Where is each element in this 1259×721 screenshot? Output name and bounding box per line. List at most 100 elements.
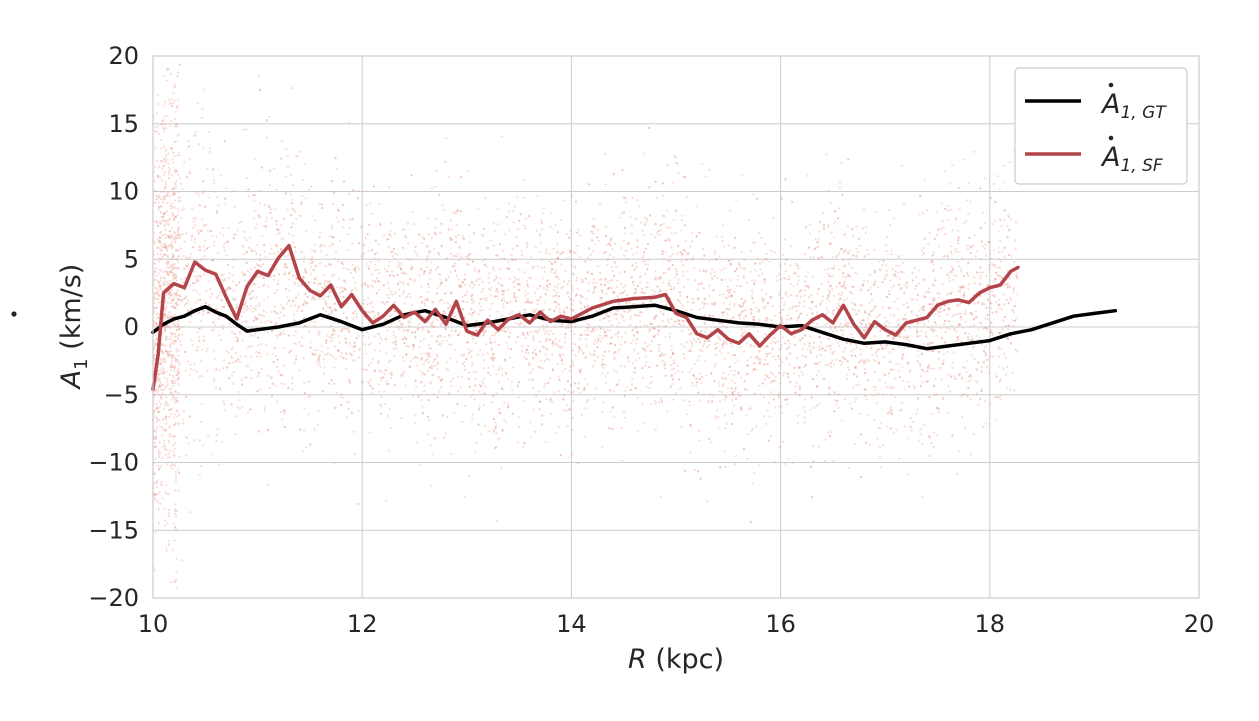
scatter-point [846, 377, 849, 380]
scatter-point [822, 212, 825, 215]
scatter-point [827, 225, 830, 228]
scatter-point [618, 271, 621, 274]
scatter-point [908, 326, 912, 329]
scatter-point [957, 338, 960, 341]
scatter-point [782, 253, 785, 256]
scatter-point [329, 335, 332, 339]
scatter-point [888, 223, 892, 226]
scatter-point [708, 339, 711, 343]
scatter-point [411, 348, 415, 351]
scatter-point [168, 353, 171, 356]
scatter-point [983, 247, 987, 250]
scatter-point [524, 227, 527, 230]
scatter-point [173, 140, 176, 144]
scatter-point [176, 134, 179, 137]
scatter-point [986, 313, 989, 316]
scatter-point [233, 332, 236, 335]
scatter-point [163, 115, 166, 118]
scatter-point [454, 254, 457, 257]
scatter-point [495, 253, 498, 257]
scatter-point [541, 324, 545, 327]
scatter-point [907, 335, 910, 338]
scatter-point [379, 350, 382, 353]
scatter-point [588, 326, 591, 329]
scatter-point [901, 355, 904, 358]
scatter-point [882, 259, 885, 262]
scatter-point [197, 232, 200, 235]
scatter-point [668, 266, 672, 270]
scatter-point [793, 336, 796, 339]
scatter-point [450, 343, 453, 346]
scatter-point [984, 317, 987, 320]
scatter-point [994, 271, 998, 274]
scatter-point [158, 386, 161, 389]
scatter-point [535, 229, 538, 232]
scatter-point [255, 296, 258, 299]
scatter-point [313, 320, 317, 323]
scatter-point [838, 325, 841, 328]
scatter-point [584, 378, 587, 381]
scatter-point [578, 369, 581, 372]
scatter-point [160, 215, 163, 218]
scatter-point [259, 388, 262, 391]
scatter-point [244, 279, 247, 282]
scatter-point [444, 292, 447, 295]
scatter-point [865, 345, 868, 348]
scatter-point [303, 381, 306, 385]
scatter-point [563, 309, 566, 312]
scatter-point [734, 270, 737, 273]
scatter-point [415, 364, 418, 367]
scatter-point [715, 258, 718, 261]
scatter-point [997, 257, 1000, 260]
scatter-point [551, 332, 555, 335]
scatter-point [586, 304, 590, 307]
scatter-point [616, 350, 619, 353]
scatter-point [684, 250, 687, 253]
scatter-point [309, 346, 312, 349]
scatter-point [160, 288, 163, 291]
scatter-point [526, 297, 530, 301]
scatter-point [171, 235, 174, 238]
scatter-point [681, 305, 684, 309]
scatter-point [170, 398, 173, 401]
scatter-point [501, 292, 505, 295]
scatter-point [876, 401, 879, 405]
scatter-point [847, 366, 850, 369]
scatter-point [225, 349, 228, 352]
scatter-point [206, 347, 209, 351]
scatter-point [246, 309, 249, 312]
scatter-point [251, 290, 254, 293]
scatter-point [257, 375, 260, 378]
scatter-point [680, 229, 683, 232]
scatter-point [176, 213, 179, 216]
scatter-point [921, 381, 924, 384]
scatter-point [423, 384, 426, 387]
scatter-point [180, 299, 183, 302]
scatter-point [634, 288, 637, 291]
scatter-point [999, 394, 1002, 397]
scatter-point [580, 368, 583, 371]
scatter-point [874, 211, 877, 214]
scatter-point [526, 261, 530, 264]
scatter-point [175, 328, 178, 331]
scatter-point [713, 365, 717, 368]
scatter-point [173, 489, 177, 492]
scatter-point [530, 301, 533, 304]
scatter-point [233, 205, 236, 209]
scatter-point [170, 268, 174, 271]
scatter-point [783, 304, 786, 307]
scatter-point [231, 346, 235, 349]
scatter-point [621, 169, 624, 172]
scatter-point [168, 435, 171, 438]
scatter-point [315, 360, 318, 363]
scatter-point [388, 449, 391, 452]
scatter-point [850, 266, 853, 269]
scatter-point [177, 422, 180, 425]
scatter-point [253, 283, 256, 286]
scatter-point [650, 375, 653, 378]
scatter-point [788, 307, 792, 310]
scatter-point [656, 285, 660, 288]
scatter-point [177, 334, 180, 337]
scatter-point [751, 427, 754, 430]
scatter-point [714, 362, 717, 365]
